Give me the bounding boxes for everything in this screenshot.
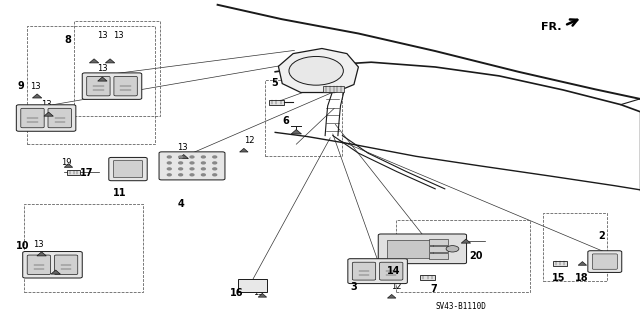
Text: 2: 2 xyxy=(598,231,605,241)
Polygon shape xyxy=(278,48,358,93)
Bar xyxy=(269,100,284,105)
FancyBboxPatch shape xyxy=(23,251,83,278)
Circle shape xyxy=(168,162,172,164)
Bar xyxy=(323,86,344,92)
Bar xyxy=(553,261,567,266)
FancyBboxPatch shape xyxy=(16,105,76,131)
Bar xyxy=(265,80,342,156)
Circle shape xyxy=(213,162,216,164)
Text: 9: 9 xyxy=(18,81,25,91)
FancyBboxPatch shape xyxy=(113,161,143,177)
Bar xyxy=(396,220,530,292)
FancyBboxPatch shape xyxy=(378,234,467,263)
FancyBboxPatch shape xyxy=(54,255,78,274)
Circle shape xyxy=(202,174,205,176)
Circle shape xyxy=(168,174,172,176)
Text: 4: 4 xyxy=(178,199,185,209)
Circle shape xyxy=(179,156,182,158)
Circle shape xyxy=(168,156,172,158)
Text: 13: 13 xyxy=(42,100,52,109)
Circle shape xyxy=(202,156,205,158)
Text: 19: 19 xyxy=(253,288,263,297)
Text: 18: 18 xyxy=(575,273,588,283)
Text: 13: 13 xyxy=(97,31,108,40)
Bar xyxy=(543,213,607,281)
Text: 3: 3 xyxy=(351,282,358,292)
Text: 20: 20 xyxy=(469,251,483,262)
Text: 17: 17 xyxy=(80,168,93,178)
Text: 16: 16 xyxy=(230,288,244,299)
Circle shape xyxy=(446,246,459,252)
FancyBboxPatch shape xyxy=(159,152,225,180)
Circle shape xyxy=(179,162,182,164)
FancyBboxPatch shape xyxy=(588,251,622,272)
Bar xyxy=(429,253,448,259)
FancyBboxPatch shape xyxy=(593,254,617,269)
Circle shape xyxy=(190,174,194,176)
FancyBboxPatch shape xyxy=(352,262,376,280)
Circle shape xyxy=(168,168,172,170)
Circle shape xyxy=(213,168,216,170)
Text: 19: 19 xyxy=(61,158,71,167)
Text: 11: 11 xyxy=(113,188,126,198)
Text: SV43-B1110D: SV43-B1110D xyxy=(435,302,486,311)
Bar xyxy=(429,239,448,245)
Circle shape xyxy=(190,168,194,170)
FancyBboxPatch shape xyxy=(20,108,44,128)
Circle shape xyxy=(179,174,182,176)
Text: 13: 13 xyxy=(113,31,124,40)
Bar xyxy=(239,279,268,292)
FancyBboxPatch shape xyxy=(109,158,147,181)
Text: 13: 13 xyxy=(177,143,188,152)
Text: 8: 8 xyxy=(64,35,71,45)
Text: 14: 14 xyxy=(387,266,401,276)
Text: 12: 12 xyxy=(392,282,402,291)
Text: 7: 7 xyxy=(431,284,438,294)
Circle shape xyxy=(190,156,194,158)
Text: 10: 10 xyxy=(16,241,29,251)
Bar xyxy=(74,21,160,116)
FancyBboxPatch shape xyxy=(82,73,142,100)
Circle shape xyxy=(202,162,205,164)
FancyBboxPatch shape xyxy=(114,77,138,96)
Circle shape xyxy=(213,174,216,176)
Text: 13: 13 xyxy=(33,240,44,249)
Text: 13: 13 xyxy=(49,258,60,267)
FancyBboxPatch shape xyxy=(86,77,110,96)
Ellipse shape xyxy=(289,56,343,85)
Bar xyxy=(429,246,448,252)
Bar xyxy=(67,170,80,175)
Bar xyxy=(420,275,435,280)
Bar xyxy=(24,204,143,292)
FancyBboxPatch shape xyxy=(380,262,403,280)
Text: 15: 15 xyxy=(552,273,565,283)
FancyBboxPatch shape xyxy=(27,255,51,274)
Text: 13: 13 xyxy=(30,82,40,91)
FancyBboxPatch shape xyxy=(348,259,407,284)
Circle shape xyxy=(213,156,216,158)
Circle shape xyxy=(202,168,205,170)
Circle shape xyxy=(190,162,194,164)
Bar xyxy=(27,26,155,144)
FancyBboxPatch shape xyxy=(48,108,72,128)
Text: 13: 13 xyxy=(97,64,108,73)
Text: 6: 6 xyxy=(282,116,289,126)
Text: FR.: FR. xyxy=(541,22,561,32)
Text: 5: 5 xyxy=(271,78,278,88)
Bar xyxy=(387,240,433,258)
Text: 12: 12 xyxy=(244,136,255,145)
Circle shape xyxy=(179,168,182,170)
